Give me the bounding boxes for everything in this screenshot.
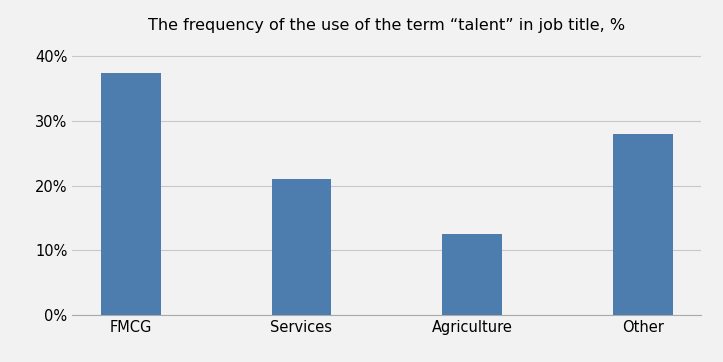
- Bar: [442, 234, 502, 315]
- Bar: [613, 134, 672, 315]
- Bar: [101, 72, 161, 315]
- Bar: [272, 179, 331, 315]
- Title: The frequency of the use of the term “talent” in job title, %: The frequency of the use of the term “ta…: [148, 17, 625, 33]
